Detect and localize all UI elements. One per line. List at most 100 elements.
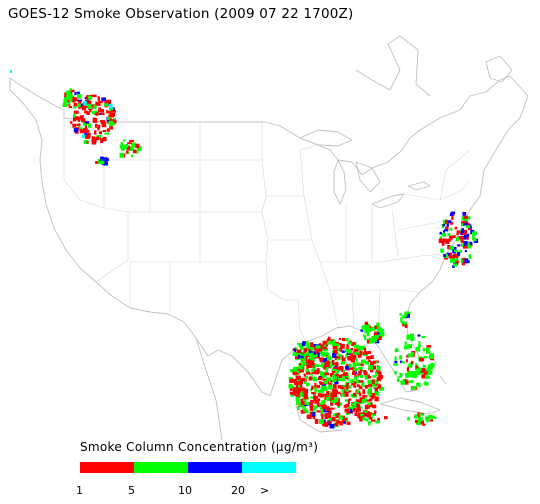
cuba xyxy=(379,397,441,415)
smoke-pixel xyxy=(364,404,369,410)
smoke-pixel xyxy=(461,232,465,235)
smoke-pixel xyxy=(412,385,417,389)
smoke-pixel xyxy=(462,245,468,249)
smoke-pixel xyxy=(441,240,445,246)
smoke-pixel xyxy=(123,145,127,150)
smoke-pixel xyxy=(322,358,327,363)
smoke-pixel xyxy=(347,357,352,361)
smoke-pixel xyxy=(317,352,320,358)
smoke-pixel xyxy=(99,160,105,165)
smoke-pixel xyxy=(365,418,369,422)
state-lines xyxy=(63,118,471,343)
smoke-pixel xyxy=(316,364,321,367)
smoke-pixel xyxy=(303,395,308,400)
smoke-pixel xyxy=(332,375,337,380)
smoke-pixel xyxy=(84,110,88,114)
smoke-pixel xyxy=(300,343,306,347)
smoke-pixel xyxy=(318,343,322,346)
smoke-pixel xyxy=(107,111,112,114)
smoke-pixel xyxy=(341,357,346,362)
smoke-pixel xyxy=(293,348,296,352)
smoke-pixel xyxy=(73,97,78,102)
smoke-pixel xyxy=(113,118,116,121)
smoke-pixel xyxy=(323,371,326,375)
smoke-pixel xyxy=(91,136,96,142)
smoke-pixel xyxy=(353,381,357,385)
smoke-pixel xyxy=(111,109,116,113)
smoke-pixel xyxy=(356,406,361,412)
legend-tick-1: 1 xyxy=(76,484,83,497)
smoke-pixel xyxy=(77,117,81,122)
smoke-pixel xyxy=(378,333,383,338)
smoke-pixel xyxy=(77,99,83,102)
smoke-pixel xyxy=(344,408,350,413)
smoke-pixel xyxy=(324,372,330,376)
smoke-pixel xyxy=(101,97,106,102)
smoke-pixel xyxy=(374,387,378,392)
smoke-pixel xyxy=(331,340,336,346)
smoke-pixel xyxy=(320,382,325,385)
smoke-pixel xyxy=(311,376,315,381)
smoke-pixel xyxy=(449,252,453,256)
smoke-pixel xyxy=(455,260,459,264)
smoke-pixel xyxy=(361,325,367,331)
smoke-pixel xyxy=(69,98,73,102)
smoke-pixel xyxy=(309,363,313,367)
smoke-pixel xyxy=(359,397,364,401)
smoke-pixel xyxy=(419,420,424,425)
smoke-pixel xyxy=(321,383,327,388)
smoke-pixel xyxy=(92,110,95,115)
smoke-pixel xyxy=(297,384,302,388)
smoke-pixel xyxy=(461,223,464,226)
smoke-pixel xyxy=(371,382,374,386)
smoke-pixel xyxy=(464,218,468,222)
smoke-pixel xyxy=(73,106,77,109)
smoke-pixel xyxy=(456,230,461,234)
smoke-pixel xyxy=(363,371,368,376)
smoke-pixel xyxy=(346,421,351,425)
smoke-pixel xyxy=(333,349,338,355)
smoke-pixel xyxy=(430,362,435,368)
smoke-pixel xyxy=(324,416,328,419)
smoke-pixel xyxy=(350,353,354,358)
smoke-pixel xyxy=(67,103,71,106)
smoke-pixel xyxy=(355,358,358,362)
smoke-pixel xyxy=(319,360,323,363)
smoke-pixel xyxy=(372,365,376,370)
smoke-pixel xyxy=(426,367,431,372)
smoke-pixel xyxy=(403,345,409,350)
smoke-pixel xyxy=(94,123,98,128)
smoke-pixel xyxy=(461,228,464,233)
smoke-pixel xyxy=(447,245,451,250)
smoke-pixel xyxy=(409,333,414,338)
smoke-pixel xyxy=(343,404,347,408)
smoke-pixel xyxy=(289,387,293,391)
smoke-pixel xyxy=(364,328,369,333)
smoke-pixel xyxy=(301,398,307,403)
smoke-pixel xyxy=(330,393,335,398)
smoke-pixel xyxy=(87,106,92,109)
smoke-pixel xyxy=(409,362,413,367)
smoke-pixel xyxy=(322,365,325,369)
smoke-pixel xyxy=(335,373,339,377)
smoke-pixel xyxy=(314,383,317,388)
smoke-pixel xyxy=(108,120,113,125)
smoke-pixel xyxy=(454,226,458,230)
smoke-pixel xyxy=(94,130,97,135)
legend-swatch-green xyxy=(134,462,188,473)
smoke-pixel xyxy=(97,97,100,100)
smoke-pixel xyxy=(345,365,349,370)
smoke-pixel xyxy=(303,408,307,412)
smoke-pixel xyxy=(415,419,418,423)
legend-title: Smoke Column Concentration (μg/m³) xyxy=(80,440,319,454)
legend-swatch-cyan xyxy=(242,462,296,473)
smoke-pixel xyxy=(343,418,348,421)
smoke-pixel xyxy=(126,145,131,151)
smoke-pixel xyxy=(330,407,335,410)
smoke-pixel xyxy=(299,367,304,373)
smoke-pixel xyxy=(326,422,329,427)
smoke-pixel xyxy=(313,405,318,409)
smoke-pixel xyxy=(338,376,341,381)
smoke-pixel xyxy=(428,414,433,419)
legend-tick-20: 20 xyxy=(231,484,245,497)
